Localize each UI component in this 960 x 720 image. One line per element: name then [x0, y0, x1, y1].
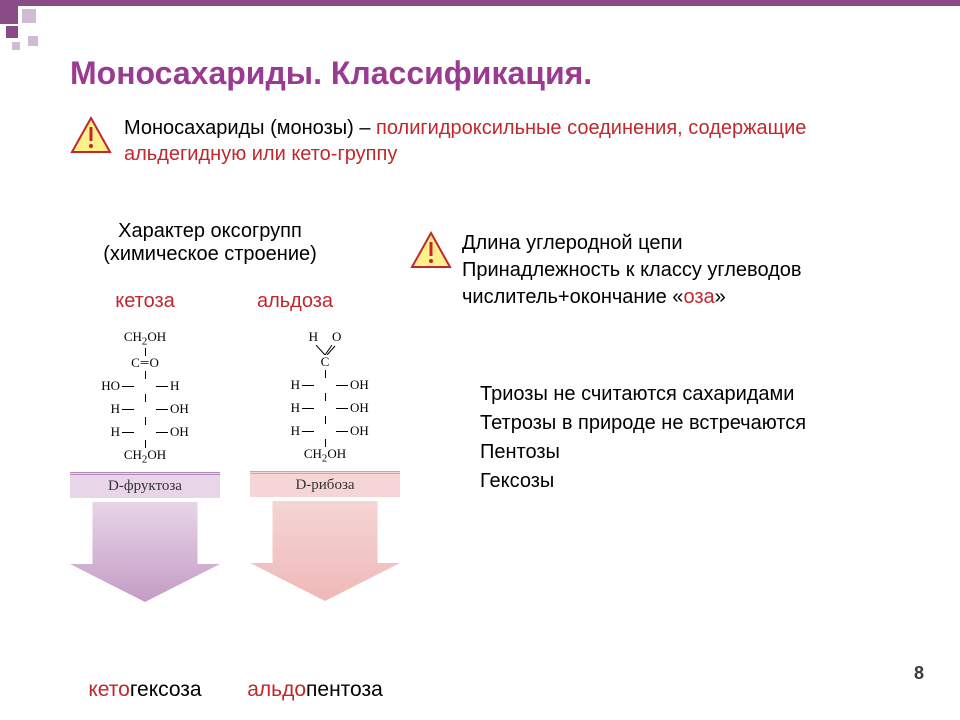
definition-part1: Моносахариды (монозы) – — [124, 117, 376, 139]
triose-l1: Триозы не считаются сахаридами — [480, 380, 806, 409]
ketoza-aldoza-labels: кетоза альдоза — [70, 290, 370, 313]
fructose-name: D-фруктоза — [70, 472, 220, 498]
triose-block: Триозы не считаются сахаридами Тетрозы в… — [480, 380, 806, 496]
chain-l3b: оза — [683, 286, 714, 308]
keto-black: гексоза — [130, 678, 202, 701]
label-ketoza: кетоза — [70, 290, 220, 313]
keto-red: кето — [88, 678, 129, 701]
chain-l3: числитель+окончание «оза» — [462, 284, 802, 311]
ribose-name: D-рибоза — [250, 471, 400, 497]
ribose-structure: HO C HOH HOH HOH CH2OH — [275, 330, 375, 465]
aldo-black: пентоза — [306, 678, 383, 701]
formulas-row: CH2OH C═O HOH HOH HOH CH2OH D-фруктоза H… — [70, 330, 400, 602]
chain-l2: Принадлежность к классу углеводов — [462, 257, 802, 284]
arrow-down-purple — [70, 502, 220, 602]
page-number: 8 — [914, 663, 924, 684]
aldopentose-label: альдопентоза — [230, 678, 400, 702]
oxo-line2: (химическое строение) — [70, 243, 350, 266]
ribose-col: HO C HOH HOH HOH CH2OH D-рибоза — [250, 330, 400, 602]
triose-l2: Тетрозы в природе не встречаются — [480, 409, 806, 438]
chain-text: Длина углеродной цепи Принадлежность к к… — [462, 230, 802, 311]
chain-l1: Длина углеродной цепи — [462, 230, 802, 257]
definition-text: Моносахариды (монозы) – полигидроксильны… — [124, 115, 920, 167]
label-aldoza: альдоза — [220, 290, 370, 313]
fructose-col: CH2OH C═O HOH HOH HOH CH2OH D-фруктоза — [70, 330, 220, 602]
ketohexose-label: кетогексоза — [60, 678, 230, 702]
chain-l3a: числитель+окончание « — [462, 286, 683, 308]
page-title: Моносахариды. Классификация. — [70, 55, 592, 92]
triose-l3: Пентозы — [480, 438, 806, 467]
oxo-line1: Характер оксогрупп — [70, 220, 350, 243]
warning-icon — [410, 230, 452, 277]
oxo-heading: Характер оксогрупп (химическое строение) — [70, 220, 350, 266]
bottom-classification: кетогексоза альдопентоза — [60, 678, 400, 702]
aldo-red: альдо — [247, 678, 306, 701]
triose-l4: Гексозы — [480, 467, 806, 496]
warning-icon — [70, 115, 112, 162]
fructose-structure: CH2OH C═O HOH HOH HOH CH2OH — [95, 330, 195, 466]
definition-block: Моносахариды (монозы) – полигидроксильны… — [70, 115, 920, 167]
arrow-down-pink — [250, 501, 400, 601]
top-stripe — [0, 0, 960, 6]
chain-length-block: Длина углеродной цепи Принадлежность к к… — [410, 230, 802, 311]
chain-l3c: » — [715, 286, 726, 308]
